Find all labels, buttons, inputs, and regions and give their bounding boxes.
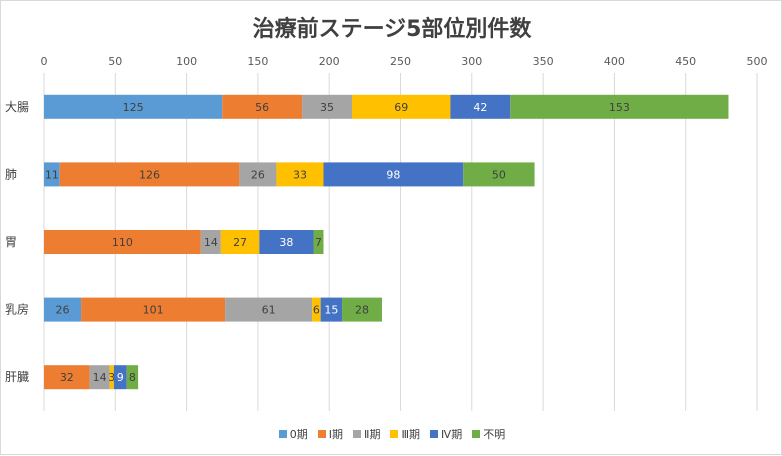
bar-segment — [44, 230, 201, 254]
x-tick-label: 300 — [461, 55, 482, 68]
bar-segment — [222, 94, 303, 119]
category-label: 肝臓 — [5, 370, 29, 384]
legend-item: Ⅳ期 — [430, 426, 462, 442]
bar-segment — [276, 162, 324, 187]
x-tick-label: 500 — [747, 55, 768, 68]
x-tick-label: 0 — [41, 55, 48, 68]
bar-segment — [220, 230, 260, 254]
category-label: 乳房 — [5, 302, 29, 317]
x-tick-label: 350 — [533, 55, 554, 68]
bar-segment — [200, 230, 221, 254]
data-label: 42 — [473, 101, 487, 114]
data-label: 3 — [108, 371, 115, 384]
data-label: 26 — [251, 168, 265, 181]
data-label: 126 — [139, 168, 160, 181]
data-label: 6 — [313, 304, 320, 317]
legend-swatch — [472, 430, 481, 438]
data-label: 38 — [279, 236, 293, 249]
data-label: 26 — [56, 304, 70, 317]
bar-segment — [312, 297, 321, 322]
x-tick-label: 450 — [675, 55, 696, 68]
bar-segment — [44, 297, 82, 322]
legend-swatch — [278, 430, 287, 438]
bar-segment — [109, 365, 114, 390]
bar-segment — [113, 365, 127, 390]
data-label: 14 — [93, 371, 107, 384]
data-label: 35 — [320, 101, 334, 114]
data-label: 14 — [204, 236, 218, 249]
legend-label: Ⅲ期 — [401, 428, 421, 441]
legend-label: 0期 — [289, 428, 308, 441]
legend-item: 不明 — [472, 426, 505, 442]
category-label: 大腸 — [5, 100, 29, 114]
bar-segment — [302, 94, 353, 119]
data-label: 69 — [394, 101, 408, 114]
bar-segment — [44, 94, 223, 119]
data-label: 125 — [123, 101, 144, 114]
bar-segment — [323, 162, 464, 187]
legend-label: Ⅳ期 — [441, 428, 463, 441]
data-label: 56 — [255, 101, 269, 114]
data-label: 28 — [355, 304, 369, 317]
legend-swatch — [390, 430, 399, 438]
legend-label: Ⅰ期 — [328, 428, 344, 441]
bar-segment — [463, 162, 535, 187]
x-tick-label: 200 — [319, 55, 340, 68]
data-label: 50 — [492, 168, 506, 181]
data-label: 32 — [60, 371, 74, 384]
x-tick-label: 250 — [390, 55, 411, 68]
data-label: 7 — [315, 236, 322, 249]
bar-segment — [450, 94, 511, 119]
data-label: 8 — [129, 371, 136, 384]
bar-segment — [320, 297, 343, 322]
bar-segment — [259, 230, 314, 254]
legend-item: Ⅲ期 — [390, 426, 420, 442]
bar-segment — [342, 297, 382, 322]
data-label: 15 — [324, 304, 338, 317]
x-tick-label: 400 — [604, 55, 625, 68]
category-label: 胃 — [5, 235, 17, 249]
data-label: 101 — [143, 304, 164, 317]
data-label: 27 — [233, 236, 247, 249]
data-label: 11 — [45, 168, 59, 181]
legend-label: 不明 — [483, 428, 506, 441]
bar-segment — [313, 230, 324, 254]
data-label: 61 — [262, 304, 276, 317]
legend-swatch — [353, 430, 362, 438]
bar-segment — [126, 365, 139, 390]
legend-label: Ⅱ期 — [364, 428, 381, 441]
bar-segment — [352, 94, 451, 119]
data-label: 110 — [112, 236, 133, 249]
legend-swatch — [430, 430, 439, 438]
bar-segment — [44, 162, 60, 187]
data-label: 9 — [117, 371, 124, 384]
chart-title: 治療前ステージ5部位別件数 — [252, 17, 532, 42]
bar-segment — [510, 94, 729, 119]
legend-item: 0期 — [278, 426, 308, 442]
x-tick-label: 50 — [108, 55, 122, 68]
data-label: 33 — [293, 168, 307, 181]
bar-segment — [239, 162, 277, 187]
data-label: 153 — [609, 101, 630, 114]
bar-segment — [81, 297, 226, 322]
legend: 0期 Ⅰ期 Ⅱ期 Ⅲ期 Ⅳ期 不明 — [1, 426, 782, 442]
legend-swatch — [317, 430, 326, 438]
legend-item: Ⅰ期 — [317, 426, 344, 442]
bar-segment — [59, 162, 240, 187]
data-label: 98 — [386, 168, 400, 181]
x-tick-label: 150 — [247, 55, 268, 68]
category-label: 肺 — [5, 167, 17, 181]
bar-segment — [89, 365, 110, 390]
x-tick-label: 100 — [176, 55, 197, 68]
bar-segment — [44, 365, 90, 390]
bar-segment — [225, 297, 313, 322]
legend-item: Ⅱ期 — [353, 426, 380, 442]
